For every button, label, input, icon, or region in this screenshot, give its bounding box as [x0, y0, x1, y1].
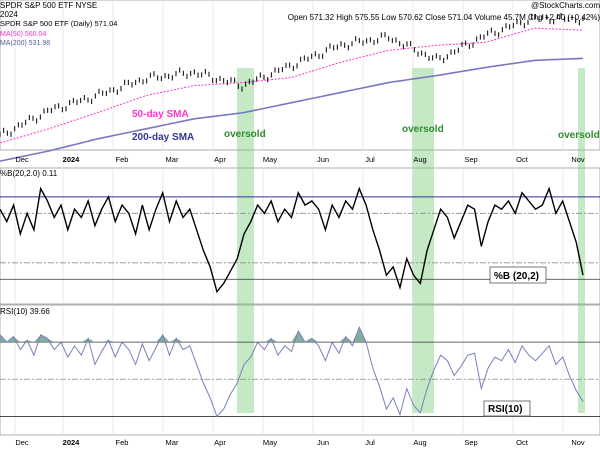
oversold-annotation-2: oversold	[402, 124, 444, 135]
oversold-band-2	[578, 68, 585, 413]
oversold-annotation-3: oversold	[558, 130, 600, 141]
header-date: 2024	[0, 10, 18, 19]
price-x-tick-1: 2024	[63, 155, 81, 164]
rsi-x-tick-4: Apr	[214, 438, 226, 447]
rsi-x-tick-5: May	[263, 438, 277, 447]
price-x-tick-6: Jun	[317, 155, 329, 164]
pctb-panel-frame	[0, 167, 600, 305]
rsi-x-tick-10: Oct	[516, 438, 529, 447]
price-x-tick-9: Sep	[464, 155, 477, 164]
rsi-title: RSI(10) 39.66	[0, 307, 50, 316]
header-ma50: MA(50) 560.04	[0, 31, 46, 38]
price-x-tick-0: Dec	[15, 155, 29, 164]
price-x-tick-7: Jul	[365, 155, 375, 164]
sma50-annotation: 50-day SMA	[132, 109, 189, 120]
price-x-tick-11: Nov	[571, 155, 585, 164]
price-x-tick-5: May	[263, 155, 277, 164]
rsi-x-tick-9: Sep	[464, 438, 477, 447]
price-x-tick-10: Oct	[516, 155, 529, 164]
sma50-line	[0, 27, 584, 144]
rsi-x-tick-3: Mar	[166, 438, 179, 447]
rsi-label-box	[483, 400, 531, 417]
rsi-line	[0, 325, 584, 418]
pctb-label-box	[489, 266, 547, 284]
sma200-annotation: 200-day SMA	[132, 132, 194, 143]
header-copyright: @StockCharts.com	[531, 1, 600, 10]
price-x-tick-8: Aug	[413, 155, 426, 164]
rsi-x-tick-7: Jul	[365, 438, 375, 447]
price-x-tick-3: Mar	[166, 155, 179, 164]
rsi-x-tick-8: Aug	[413, 438, 426, 447]
rsi-x-tick-2: Feb	[116, 438, 129, 447]
header-ohlc: Open 571.32 High 575.55 Low 570.62 Close…	[288, 13, 600, 22]
rsi-x-tick-11: Nov	[571, 438, 585, 447]
rsi-x-tick-0: Dec	[15, 438, 29, 447]
sma200-line	[0, 57, 584, 162]
price-x-axis: Dec 2024 Feb Mar Apr May Jun Jul Aug Sep Oct Nov	[15, 155, 585, 164]
header-series: SPDR S&P 500 ETF (Daily) 571.04	[0, 19, 117, 28]
pctb-title: %B(20,2.0) 0.11	[0, 169, 58, 178]
oversold-band-0	[237, 68, 254, 413]
price-x-tick-2: Feb	[116, 155, 129, 164]
pctb-line	[0, 186, 584, 294]
header-symbol: SPDR S&P 500 ETF NYSE	[0, 1, 97, 10]
oversold-bands	[237, 68, 585, 413]
pctb-label: %B (20,2)	[494, 271, 539, 282]
rsi-x-axis: Dec 2024 Feb Mar Apr May Jun Jul Aug Sep Oct Nov	[15, 438, 585, 447]
rsi-label: RSI(10)	[488, 404, 522, 415]
series-layer	[0, 12, 584, 418]
oversold-band-1	[412, 68, 434, 413]
month-gridlines	[14, 0, 564, 435]
oversold-annotation-1: oversold	[224, 129, 266, 140]
rsi-x-tick-1: 2024	[63, 438, 81, 447]
header-ma200: MA(200) 531.98	[0, 40, 50, 47]
price-x-tick-4: Apr	[214, 155, 226, 164]
rsi-x-tick-6: Jun	[317, 438, 329, 447]
